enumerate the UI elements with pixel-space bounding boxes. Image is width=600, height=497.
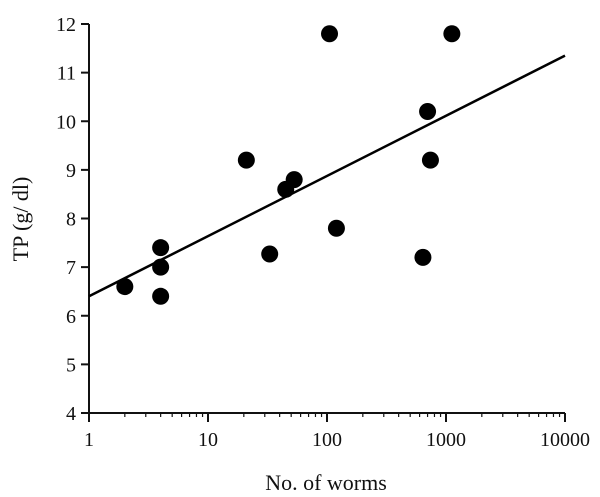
x-tick-label: 10000: [540, 429, 590, 451]
y-tick-label: 10: [56, 111, 76, 133]
data-point: [414, 248, 432, 266]
x-tick-label: 1: [84, 429, 94, 451]
y-tick-label: 6: [66, 306, 76, 328]
data-point: [116, 278, 134, 296]
data-point: [419, 103, 437, 121]
y-tick-label: 12: [56, 14, 76, 36]
y-tick-label: 11: [57, 63, 76, 85]
y-tick-label: 5: [66, 354, 76, 376]
data-point: [152, 287, 170, 305]
x-tick-label: 100: [312, 429, 342, 451]
x-axis-label: No. of worms: [265, 470, 387, 495]
ticks: [81, 23, 566, 422]
data-point: [261, 245, 279, 263]
y-tick-label: 7: [66, 257, 76, 279]
data-point: [237, 151, 255, 169]
trendline: [88, 54, 566, 298]
data-point: [421, 151, 439, 169]
data-point: [327, 219, 345, 237]
data-point: [443, 25, 461, 43]
y-axis-label: TP (g/ dl): [8, 177, 33, 262]
data-point: [285, 171, 303, 189]
y-tick-label: 4: [66, 403, 76, 425]
data-point: [321, 25, 339, 43]
data-point: [152, 239, 170, 257]
x-tick-label: 1000: [426, 429, 466, 451]
data-point: [152, 258, 170, 276]
y-tick-label: 8: [66, 209, 76, 231]
trendline-group: [88, 54, 566, 298]
data-points: [116, 25, 461, 305]
x-tick-label: 10: [198, 429, 218, 451]
y-tick-label: 9: [66, 160, 76, 182]
axes: [88, 24, 565, 414]
tick-labels: 4 5 6 7 8 9 10 11 12 1 10 100 1000 10000: [56, 14, 590, 451]
